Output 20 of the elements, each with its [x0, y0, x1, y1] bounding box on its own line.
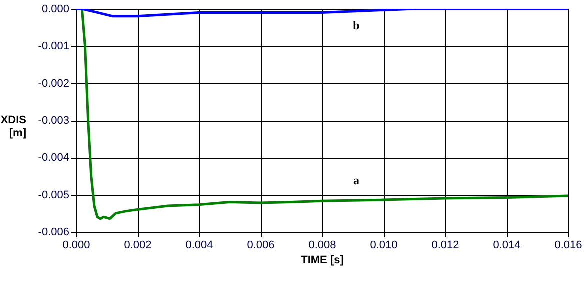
- y-tick-label: -0.005: [38, 189, 70, 202]
- y-tick-label: -0.003: [38, 115, 70, 127]
- series-label: b: [353, 18, 360, 32]
- x-tick-label: 0.012: [432, 240, 460, 252]
- x-tick-label: 0.008: [308, 240, 336, 252]
- x-tick-label: 0.006: [247, 240, 275, 252]
- y-axis-title: XDIS [m]: [0, 114, 27, 140]
- x-axis-title: TIME [s]: [301, 254, 344, 266]
- y-tick-label: -0.006: [38, 226, 70, 238]
- x-tick-label: 0.004: [186, 240, 214, 252]
- x-tick-label: 0.010: [370, 240, 398, 252]
- y-tick-label: -0.001: [38, 40, 70, 53]
- x-tick-label: 0.002: [124, 240, 152, 252]
- x-tick-label: 0.016: [554, 240, 582, 252]
- series-label: a: [353, 174, 360, 188]
- y-tick-label: -0.004: [38, 152, 70, 164]
- y-tick-label: 0.000: [42, 4, 70, 16]
- x-tick-label: 0.014: [493, 240, 521, 252]
- x-tick-label: 0.000: [62, 240, 90, 252]
- y-tick-label: -0.002: [38, 78, 70, 90]
